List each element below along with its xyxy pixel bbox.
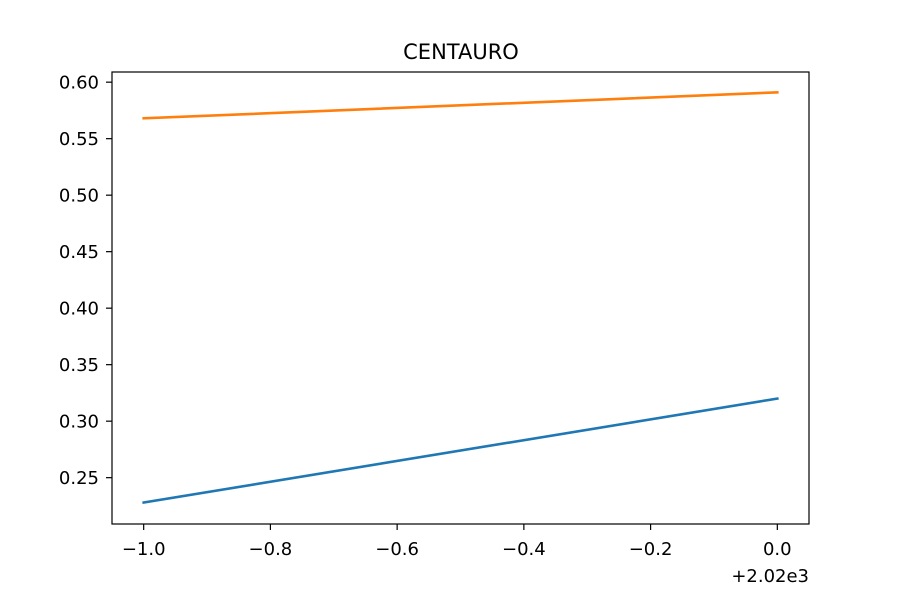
y-tick-label: 0.60 <box>59 73 99 94</box>
y-tick-label: 0.50 <box>59 186 99 207</box>
chart-title: CENTAURO <box>403 40 519 64</box>
y-tick-label: 0.25 <box>59 468 99 489</box>
series-line-1 <box>142 397 779 505</box>
x-tick-label: −0.6 <box>375 539 419 560</box>
y-tick-label: 0.40 <box>59 299 99 320</box>
series-line-2 <box>142 90 779 120</box>
x-tick-label: −0.2 <box>629 539 673 560</box>
y-axis: 0.25 0.30 0.35 0.40 0.45 0.50 0.55 0.60 <box>59 73 112 489</box>
x-tick-label: −1.0 <box>122 539 166 560</box>
x-tick-label: 0.0 <box>763 539 792 560</box>
series-layer <box>142 90 779 505</box>
plot-area <box>111 71 810 525</box>
x-axis-offset-label: +2.02e3 <box>731 566 809 587</box>
y-tick-label: 0.35 <box>59 355 99 376</box>
x-tick-label: −0.8 <box>249 539 293 560</box>
x-tick-label: −0.4 <box>502 539 546 560</box>
y-tick-label: 0.55 <box>59 129 99 150</box>
x-axis: −1.0 −0.8 −0.6 −0.4 −0.2 0.0 <box>122 524 792 560</box>
plot-frame <box>111 71 810 525</box>
y-tick-label: 0.30 <box>59 412 99 433</box>
y-tick-label: 0.45 <box>59 242 99 263</box>
